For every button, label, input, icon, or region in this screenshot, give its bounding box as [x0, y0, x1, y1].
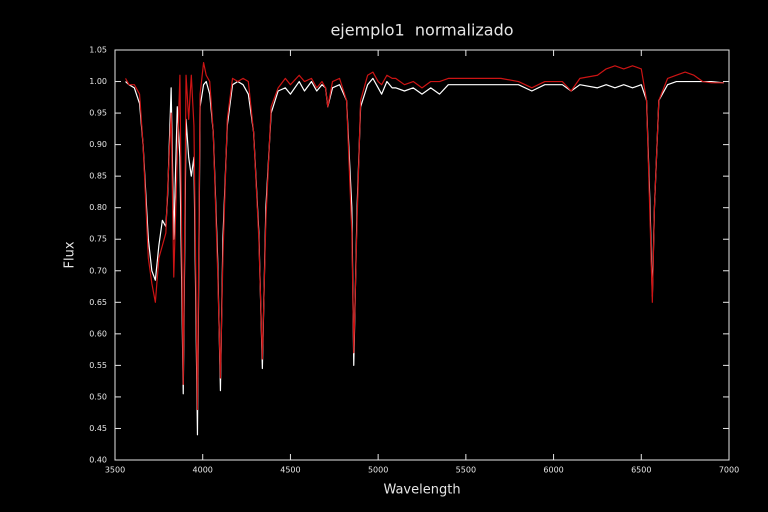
- y-tick-label: 0.80: [89, 203, 107, 212]
- spectrum-line: [125, 62, 724, 411]
- y-axis-label: Flux: [63, 241, 78, 268]
- x-tick-label: 4000: [193, 466, 213, 475]
- plot-frame: [114, 49, 730, 461]
- x-tick-label: 7000: [719, 466, 739, 475]
- chart-title: ejemplo1 normalizado: [330, 21, 513, 40]
- x-axis-label: Wavelength: [383, 483, 460, 498]
- y-tick-label: 1.05: [89, 46, 107, 55]
- y-tick-label: 1.00: [89, 77, 107, 86]
- y-tick-label: 0.95: [89, 109, 107, 118]
- x-tick-label: 5000: [368, 466, 388, 475]
- y-tick-label: 0.40: [89, 456, 107, 465]
- y-tick-label: 0.55: [89, 361, 107, 370]
- y-tick-label: 0.85: [89, 172, 107, 181]
- y-tick-label: 0.60: [89, 329, 107, 338]
- y-tick-label: 0.75: [89, 235, 107, 244]
- x-tick-label: 5500: [456, 466, 476, 475]
- x-tick-label: 6000: [543, 466, 563, 475]
- spectrum-line: [125, 77, 724, 436]
- x-tick-label: 3500: [105, 466, 125, 475]
- y-tick-label: 0.70: [89, 266, 107, 275]
- y-tick-label: 0.50: [89, 392, 107, 401]
- x-tick-label: 4500: [280, 466, 300, 475]
- y-tick-label: 0.90: [89, 140, 107, 149]
- y-tick-label: 0.45: [89, 424, 107, 433]
- y-tick-label: 0.65: [89, 298, 107, 307]
- x-tick-label: 6500: [631, 466, 651, 475]
